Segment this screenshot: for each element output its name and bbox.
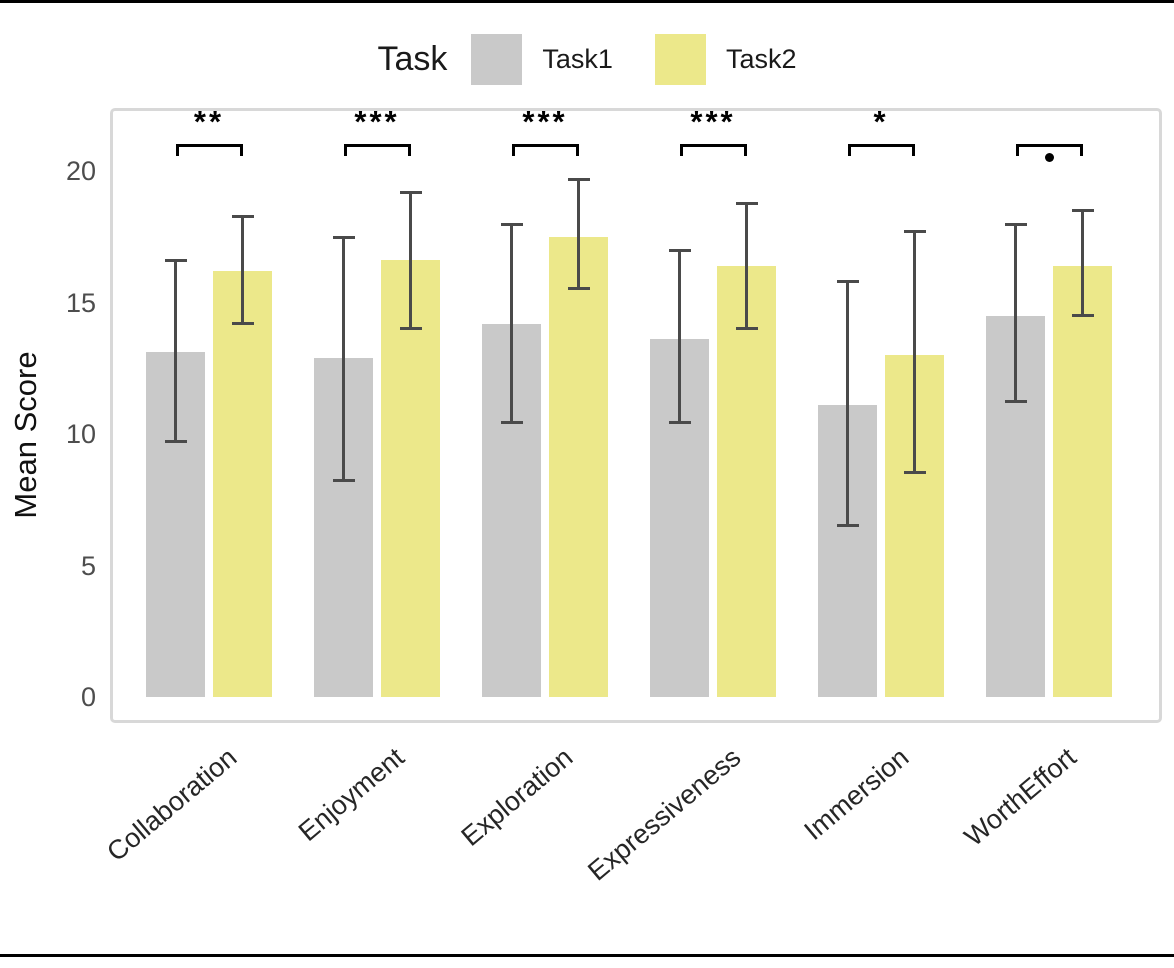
error-bar-line [241, 215, 244, 324]
legend-swatch-task1 [471, 34, 523, 85]
bar-task2-expressiveness [717, 265, 776, 697]
legend: Task Task1 Task2 [0, 34, 1174, 85]
significance-marker: *** [690, 104, 736, 139]
legend-swatch-task2 [654, 34, 706, 85]
significance-bracket [679, 144, 747, 156]
error-bar-cap-top [1004, 222, 1027, 226]
error-bar-cap-top [836, 280, 859, 284]
error-bar-cap-bottom [735, 326, 758, 330]
x-category-label: Collaboration [101, 742, 243, 868]
x-category-label: Expressiveness [582, 742, 747, 887]
bar-task2-wortheffort [1053, 265, 1112, 697]
error-bar-cap-top [500, 222, 523, 226]
error-bar-line [913, 231, 916, 474]
error-bar-cap-bottom [164, 439, 187, 443]
error-bar-line [1081, 210, 1084, 316]
x-category-label: Enjoyment [293, 742, 411, 847]
legend-label-task2: Task2 [725, 44, 797, 74]
significance-marker: *** [354, 104, 400, 139]
error-bar-line [510, 223, 513, 424]
legend-title: Task [377, 40, 448, 78]
error-bar-line [409, 192, 412, 329]
error-bar-cap-bottom [332, 479, 355, 483]
error-bar-cap-top [567, 177, 590, 181]
error-bar-cap-bottom [567, 287, 590, 291]
significance-marker: *** [522, 104, 568, 139]
significance-bracket [511, 144, 579, 156]
significance-bracket [1015, 144, 1083, 156]
y-tick-label: 0 [80, 682, 96, 712]
error-bar-cap-top [332, 235, 355, 239]
bar-task2-collaboration [213, 270, 272, 697]
error-bar-line [174, 260, 177, 442]
error-bar-line [342, 236, 345, 482]
error-bar-cap-top [164, 259, 187, 263]
error-bar-cap-bottom [836, 524, 859, 528]
error-bar-line [745, 202, 748, 329]
error-bar-cap-top [903, 230, 926, 234]
error-bar-cap-bottom [668, 421, 691, 425]
x-category-label: Immersion [798, 742, 915, 846]
error-bar-cap-top [1071, 209, 1094, 213]
error-bar-cap-bottom [1004, 400, 1027, 404]
bottom-rule [0, 954, 1174, 957]
y-tick-label: 15 [65, 287, 96, 318]
top-rule [0, 0, 1174, 3]
significance-bracket [175, 144, 243, 156]
significance-bracket [847, 144, 915, 156]
error-bar-cap-bottom [399, 326, 422, 330]
significance-bracket [343, 144, 411, 156]
error-bar-cap-bottom [500, 421, 523, 425]
error-bar-cap-bottom [231, 321, 254, 325]
significance-marker: * [873, 104, 889, 139]
error-bar-cap-bottom [1071, 313, 1094, 317]
significance-marker: ** [193, 104, 225, 139]
bar-task2-exploration [549, 236, 608, 697]
x-category-label: Exploration [455, 742, 579, 852]
error-bar-cap-bottom [903, 471, 926, 475]
bar-task2-enjoyment [381, 260, 440, 697]
error-bar-line [678, 249, 681, 424]
y-tick-label: 10 [65, 419, 96, 449]
legend-label-task1: Task1 [542, 44, 613, 74]
error-bar-line [846, 281, 849, 527]
significance-marker-dot [1044, 153, 1054, 162]
legend-item-task2: Task2 [654, 34, 797, 85]
error-bar-cap-top [231, 214, 254, 218]
y-tick-label: 20 [65, 156, 96, 186]
error-bar-cap-top [399, 191, 422, 195]
legend-item-task1: Task1 [471, 34, 613, 85]
error-bar-cap-top [668, 248, 691, 252]
error-bar-cap-top [735, 201, 758, 205]
x-category-label: WorthEffort [959, 742, 1083, 853]
error-bar-line [1014, 223, 1017, 403]
y-tick-label: 5 [80, 550, 96, 581]
error-bar-line [577, 178, 580, 290]
